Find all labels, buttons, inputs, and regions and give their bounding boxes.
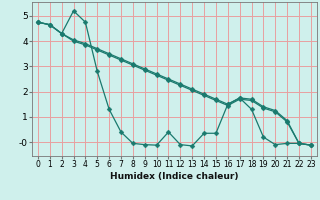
X-axis label: Humidex (Indice chaleur): Humidex (Indice chaleur) [110, 172, 239, 181]
